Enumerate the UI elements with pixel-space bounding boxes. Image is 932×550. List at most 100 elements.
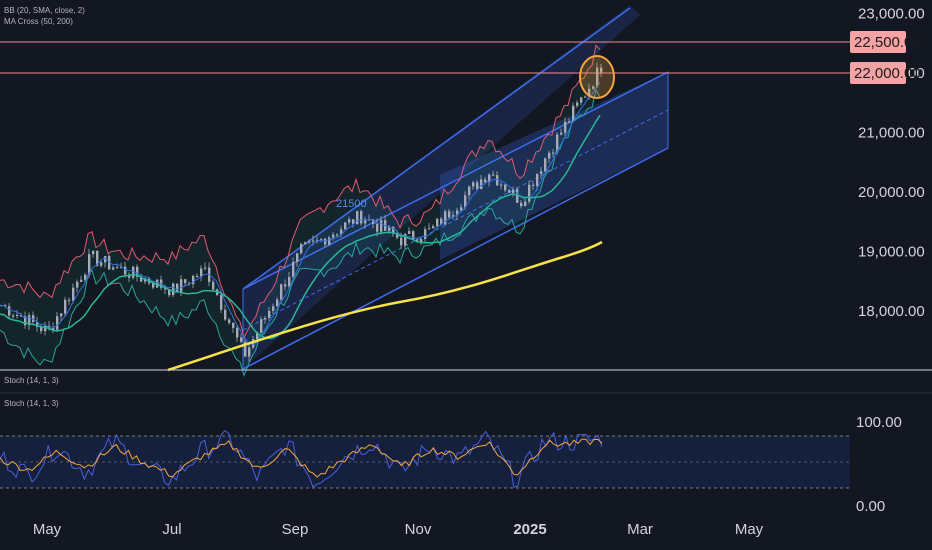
candle-body bbox=[236, 327, 239, 338]
candle-body bbox=[168, 289, 171, 296]
candle-body bbox=[452, 215, 455, 218]
candle-body bbox=[132, 266, 135, 278]
candle-body bbox=[520, 202, 523, 207]
time-axis[interactable]: May Jul Sep Nov 2025 Mar May bbox=[33, 521, 764, 538]
candle-body bbox=[576, 102, 579, 106]
candle-body bbox=[136, 266, 139, 277]
time-tick: Mar bbox=[627, 521, 653, 538]
candle-body bbox=[560, 132, 563, 135]
candle-body bbox=[92, 250, 95, 255]
candle-body bbox=[400, 237, 403, 246]
candle-body bbox=[108, 255, 111, 270]
candle-body bbox=[464, 195, 467, 208]
candle-body bbox=[248, 347, 251, 357]
candle-body bbox=[336, 234, 339, 236]
candle-body bbox=[220, 295, 223, 310]
candle-body bbox=[412, 231, 415, 240]
candle-body bbox=[496, 175, 499, 186]
candle-body bbox=[308, 241, 311, 243]
candle-body bbox=[536, 173, 539, 186]
candle-body bbox=[572, 105, 575, 122]
candle-body bbox=[440, 218, 443, 225]
candle-body bbox=[456, 210, 459, 216]
candle-body bbox=[256, 332, 259, 340]
candle-body bbox=[284, 284, 287, 287]
candle-body bbox=[600, 67, 603, 74]
ma-legend-label[interactable]: MA Cross (50, 200) bbox=[4, 17, 73, 26]
channel-label: 21500 bbox=[336, 198, 367, 210]
candle-body bbox=[184, 279, 187, 284]
candle-body bbox=[420, 238, 423, 243]
stoch-legend-bottom[interactable]: Stoch (14, 1, 3) bbox=[4, 399, 59, 408]
candle-body bbox=[596, 67, 599, 87]
candle-body bbox=[340, 229, 343, 235]
time-tick: 2025 bbox=[513, 521, 546, 538]
candle-body bbox=[508, 190, 511, 193]
candle-body bbox=[500, 184, 503, 186]
candle-body bbox=[344, 222, 347, 230]
candle-body bbox=[4, 305, 7, 307]
candle-body bbox=[124, 266, 127, 275]
candle-body bbox=[80, 279, 83, 282]
candle-body bbox=[8, 306, 11, 316]
candle-body bbox=[152, 283, 155, 288]
candle-body bbox=[396, 233, 399, 238]
candle-body bbox=[100, 262, 103, 266]
candle-body bbox=[404, 233, 407, 246]
candle-body bbox=[460, 207, 463, 211]
candle-body bbox=[472, 182, 475, 187]
candle-body bbox=[436, 218, 439, 227]
stochastic-pane[interactable] bbox=[0, 429, 850, 489]
candle-body bbox=[288, 276, 291, 287]
indicator-lines bbox=[0, 44, 603, 378]
candle-body bbox=[300, 244, 303, 254]
candle-body bbox=[296, 253, 299, 262]
bollinger-band-fill bbox=[0, 45, 600, 376]
candle-body bbox=[180, 279, 183, 292]
candle-body bbox=[408, 231, 411, 234]
candle-body bbox=[228, 319, 231, 323]
candle-body bbox=[12, 315, 15, 317]
candle-body bbox=[276, 299, 279, 307]
bb-lower-line bbox=[0, 88, 601, 378]
candle-body bbox=[532, 184, 535, 186]
channel-fill-upper bbox=[440, 72, 668, 260]
candle-body bbox=[156, 279, 159, 288]
candle-body bbox=[112, 267, 115, 270]
candle-body bbox=[40, 326, 43, 332]
stoch-legend-top[interactable]: Stoch (14, 1, 3) bbox=[4, 376, 59, 385]
level-label-22500-bg bbox=[850, 31, 906, 53]
candle-body bbox=[240, 337, 243, 342]
candle-body bbox=[564, 121, 567, 133]
candle-body bbox=[584, 96, 587, 98]
candle-body bbox=[348, 219, 351, 223]
channel-drawings bbox=[242, 5, 669, 370]
candle-body bbox=[64, 299, 67, 314]
candle-body bbox=[552, 152, 555, 154]
candle-body bbox=[44, 325, 47, 332]
highlight-circle[interactable] bbox=[579, 55, 615, 99]
candle-body bbox=[56, 316, 59, 330]
candle-body bbox=[260, 319, 263, 333]
candle-body bbox=[304, 242, 307, 245]
candle-body bbox=[424, 229, 427, 239]
price-tick: 23,000.00 bbox=[858, 6, 925, 23]
price-pane[interactable]: 21500 bbox=[0, 5, 850, 378]
stoch-d-line bbox=[0, 438, 603, 478]
channel-mid-line bbox=[242, 71, 669, 290]
candle-body bbox=[268, 310, 271, 319]
candle-body bbox=[320, 238, 323, 240]
candle-body bbox=[316, 239, 319, 241]
candle-body bbox=[588, 88, 591, 97]
candle-body bbox=[492, 174, 495, 176]
bb-legend-label[interactable]: BB (20, SMA, close, 2) bbox=[4, 6, 85, 15]
candle-body bbox=[32, 315, 35, 322]
level-label-22000-bg bbox=[850, 62, 906, 84]
candle-body bbox=[68, 299, 71, 301]
candle-body bbox=[176, 283, 179, 292]
channel-lower-line bbox=[242, 147, 669, 370]
candle-body bbox=[88, 254, 91, 275]
candle-body bbox=[84, 274, 87, 280]
candlestick-series bbox=[0, 62, 603, 362]
